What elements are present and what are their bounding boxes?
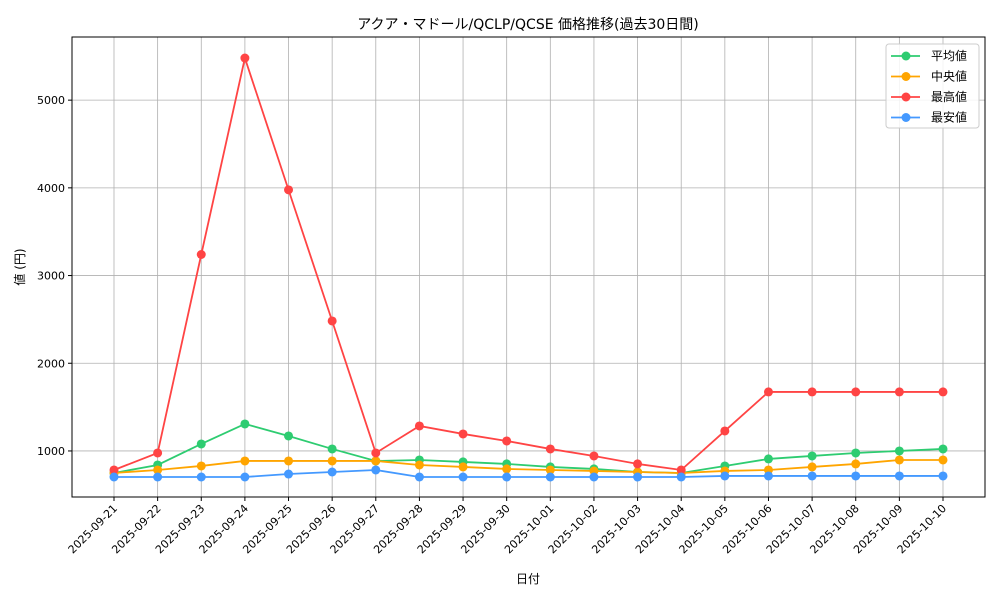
data-point: [240, 456, 250, 466]
y-tick-label: 1000: [37, 445, 65, 458]
data-point: [676, 465, 686, 475]
data-point: [153, 465, 163, 475]
data-point: [240, 53, 250, 63]
legend-marker: [901, 92, 911, 102]
data-point: [284, 431, 294, 441]
y-tick-label: 5000: [37, 94, 65, 107]
data-point: [545, 465, 555, 475]
data-point: [240, 419, 250, 429]
plot-frame: [71, 36, 986, 498]
series-line: [113, 54, 943, 471]
data-point: [763, 454, 773, 464]
data-point: [633, 459, 643, 469]
data-point: [327, 467, 337, 477]
data-point: [938, 444, 948, 454]
data-point: [851, 448, 861, 458]
data-point: [720, 426, 730, 436]
data-point: [414, 460, 424, 470]
data-point: [938, 387, 948, 397]
data-point: [807, 471, 817, 481]
data-point: [938, 471, 948, 481]
legend-label: 中央値: [931, 69, 967, 84]
series-line: [114, 469, 943, 478]
data-point: [414, 421, 424, 431]
legend-label: 最安値: [931, 110, 967, 125]
data-point: [502, 436, 512, 446]
data-point: [807, 462, 817, 472]
data-point: [196, 250, 206, 260]
data-point: [851, 459, 861, 469]
data-point: [894, 387, 904, 397]
data-point: [327, 316, 337, 326]
data-point: [153, 472, 163, 482]
y-tick-label: 2000: [37, 357, 65, 370]
data-point: [327, 456, 337, 466]
data-point: [938, 455, 948, 465]
data-point: [894, 455, 904, 465]
data-point: [807, 387, 817, 397]
data-point: [414, 472, 424, 482]
data-point: [196, 472, 206, 482]
data-point: [851, 471, 861, 481]
data-point: [589, 472, 599, 482]
data-point: [763, 471, 773, 481]
data-point: [851, 387, 861, 397]
data-point: [240, 472, 250, 482]
y-axis-label: 値 (円): [12, 248, 27, 285]
data-point: [545, 472, 555, 482]
y-tick-label: 4000: [37, 182, 65, 195]
data-point: [676, 472, 686, 482]
data-point: [153, 448, 163, 458]
legend-label: 平均値: [931, 48, 967, 63]
data-point: [196, 439, 206, 449]
data-point: [109, 472, 119, 482]
data-point: [284, 456, 294, 466]
data-point: [894, 471, 904, 481]
data-point: [458, 462, 468, 472]
legend-label: 最高値: [931, 89, 967, 104]
data-point: [502, 464, 512, 474]
data-point: [109, 465, 119, 475]
data-point: [720, 471, 730, 481]
data-point: [196, 461, 206, 471]
data-point: [371, 456, 381, 466]
data-point: [458, 429, 468, 439]
y-tick-label: 3000: [37, 270, 65, 283]
data-point: [633, 472, 643, 482]
data-point: [763, 387, 773, 397]
legend-marker: [901, 113, 911, 122]
legend-marker: [901, 51, 911, 61]
legend-box: [885, 43, 980, 129]
data-point: [807, 451, 817, 461]
data-point: [458, 472, 468, 482]
data-point: [502, 472, 512, 482]
data-point: [284, 185, 294, 195]
series-line: [113, 422, 944, 474]
data-point: [589, 451, 599, 461]
data-point: [327, 444, 337, 454]
data-point: [371, 465, 381, 475]
data-point: [284, 469, 294, 479]
data-point: [545, 444, 555, 454]
chart-title: アクア・マドール/QCLP/QCSE 価格推移(過去30日間): [357, 17, 699, 33]
data-point: [371, 448, 381, 458]
data-point: [894, 446, 904, 456]
series-line: [113, 459, 943, 474]
x-axis-label: 日付: [516, 572, 540, 586]
legend-marker: [901, 72, 911, 81]
